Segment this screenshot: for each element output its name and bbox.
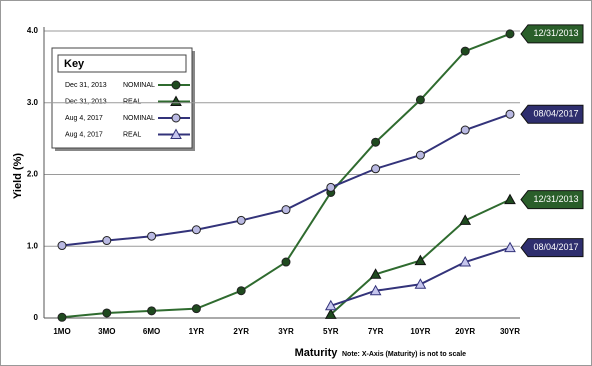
legend-variant: NOMINAL <box>123 115 155 122</box>
marker <box>102 308 112 318</box>
y-tick-label: 3.0 <box>27 98 39 107</box>
marker <box>324 308 337 319</box>
marker <box>102 236 112 246</box>
end-label-box <box>520 190 584 210</box>
end-label-box <box>520 238 584 258</box>
marker <box>415 95 425 105</box>
x-tick-label: 10YR <box>410 327 430 336</box>
marker <box>281 205 291 215</box>
marker <box>371 164 381 174</box>
legend-marker <box>171 80 181 90</box>
marker <box>505 109 515 119</box>
legend-variant: REAL <box>123 98 141 105</box>
legend: Key Dec 31, 2013 NOMINAL Dec 31, 2013 REAL A… <box>51 47 195 151</box>
x-tick-label: 5YR <box>323 327 339 336</box>
legend-label: Aug 4, 2017 <box>65 131 103 138</box>
note: Note: X-Axis (Maturity) is not to scale <box>342 351 466 358</box>
legend-variant: NOMINAL <box>123 82 155 89</box>
legend-label: Dec 31, 2013 <box>65 98 107 105</box>
legend-variant: REAL <box>123 131 141 138</box>
x-tick-label: 3MO <box>98 327 115 336</box>
marker <box>326 182 336 192</box>
x-axis-label: Maturity <box>295 347 339 359</box>
marker <box>504 241 516 253</box>
end-label: 08/04/2017 <box>533 109 578 119</box>
y-axis-label: Yield (%) <box>12 153 24 199</box>
end-label-box <box>520 24 584 44</box>
legend-label: Aug 4, 2017 <box>65 115 103 122</box>
end-label-box <box>520 104 584 124</box>
marker <box>147 306 157 316</box>
x-tick-label: 30YR <box>500 327 520 336</box>
marker <box>505 29 515 39</box>
marker <box>460 125 470 135</box>
marker <box>371 137 381 147</box>
legend-marker <box>170 128 182 139</box>
marker <box>369 268 382 279</box>
marker <box>504 193 516 205</box>
marker <box>414 254 427 266</box>
marker <box>191 304 201 314</box>
marker <box>324 299 337 311</box>
legend-marker <box>171 113 181 123</box>
y-tick-label: 0 <box>34 313 39 322</box>
legend-title-box <box>57 54 187 73</box>
x-tick-label: 1YR <box>189 327 205 336</box>
x-tick-label: 2YR <box>233 327 249 336</box>
marker <box>415 150 425 160</box>
x-tick-label: 20YR <box>455 327 475 336</box>
marker <box>459 256 472 267</box>
marker <box>414 278 427 289</box>
x-tick-label: 6MO <box>143 327 160 336</box>
marker <box>459 214 472 225</box>
end-label: 12/31/2013 <box>533 28 578 38</box>
legend-label: Dec 31, 2013 <box>65 82 107 89</box>
marker <box>147 231 157 241</box>
end-label: 12/31/2013 <box>533 194 578 204</box>
x-tick-label: 1MO <box>53 327 70 336</box>
x-tick-label: 3YR <box>278 327 294 336</box>
marker <box>236 286 246 296</box>
marker <box>460 46 470 56</box>
end-label: 08/04/2017 <box>533 242 578 252</box>
y-tick-label: 1.0 <box>27 241 39 250</box>
marker <box>57 312 67 322</box>
marker <box>57 241 67 251</box>
marker <box>236 215 246 225</box>
marker <box>369 284 382 296</box>
marker <box>281 257 291 267</box>
legend-title: Key <box>64 58 85 70</box>
y-tick-label: 4.0 <box>27 26 39 35</box>
x-tick-label: 7YR <box>368 327 384 336</box>
marker <box>191 225 201 235</box>
y-tick-label: 2.0 <box>27 170 39 179</box>
